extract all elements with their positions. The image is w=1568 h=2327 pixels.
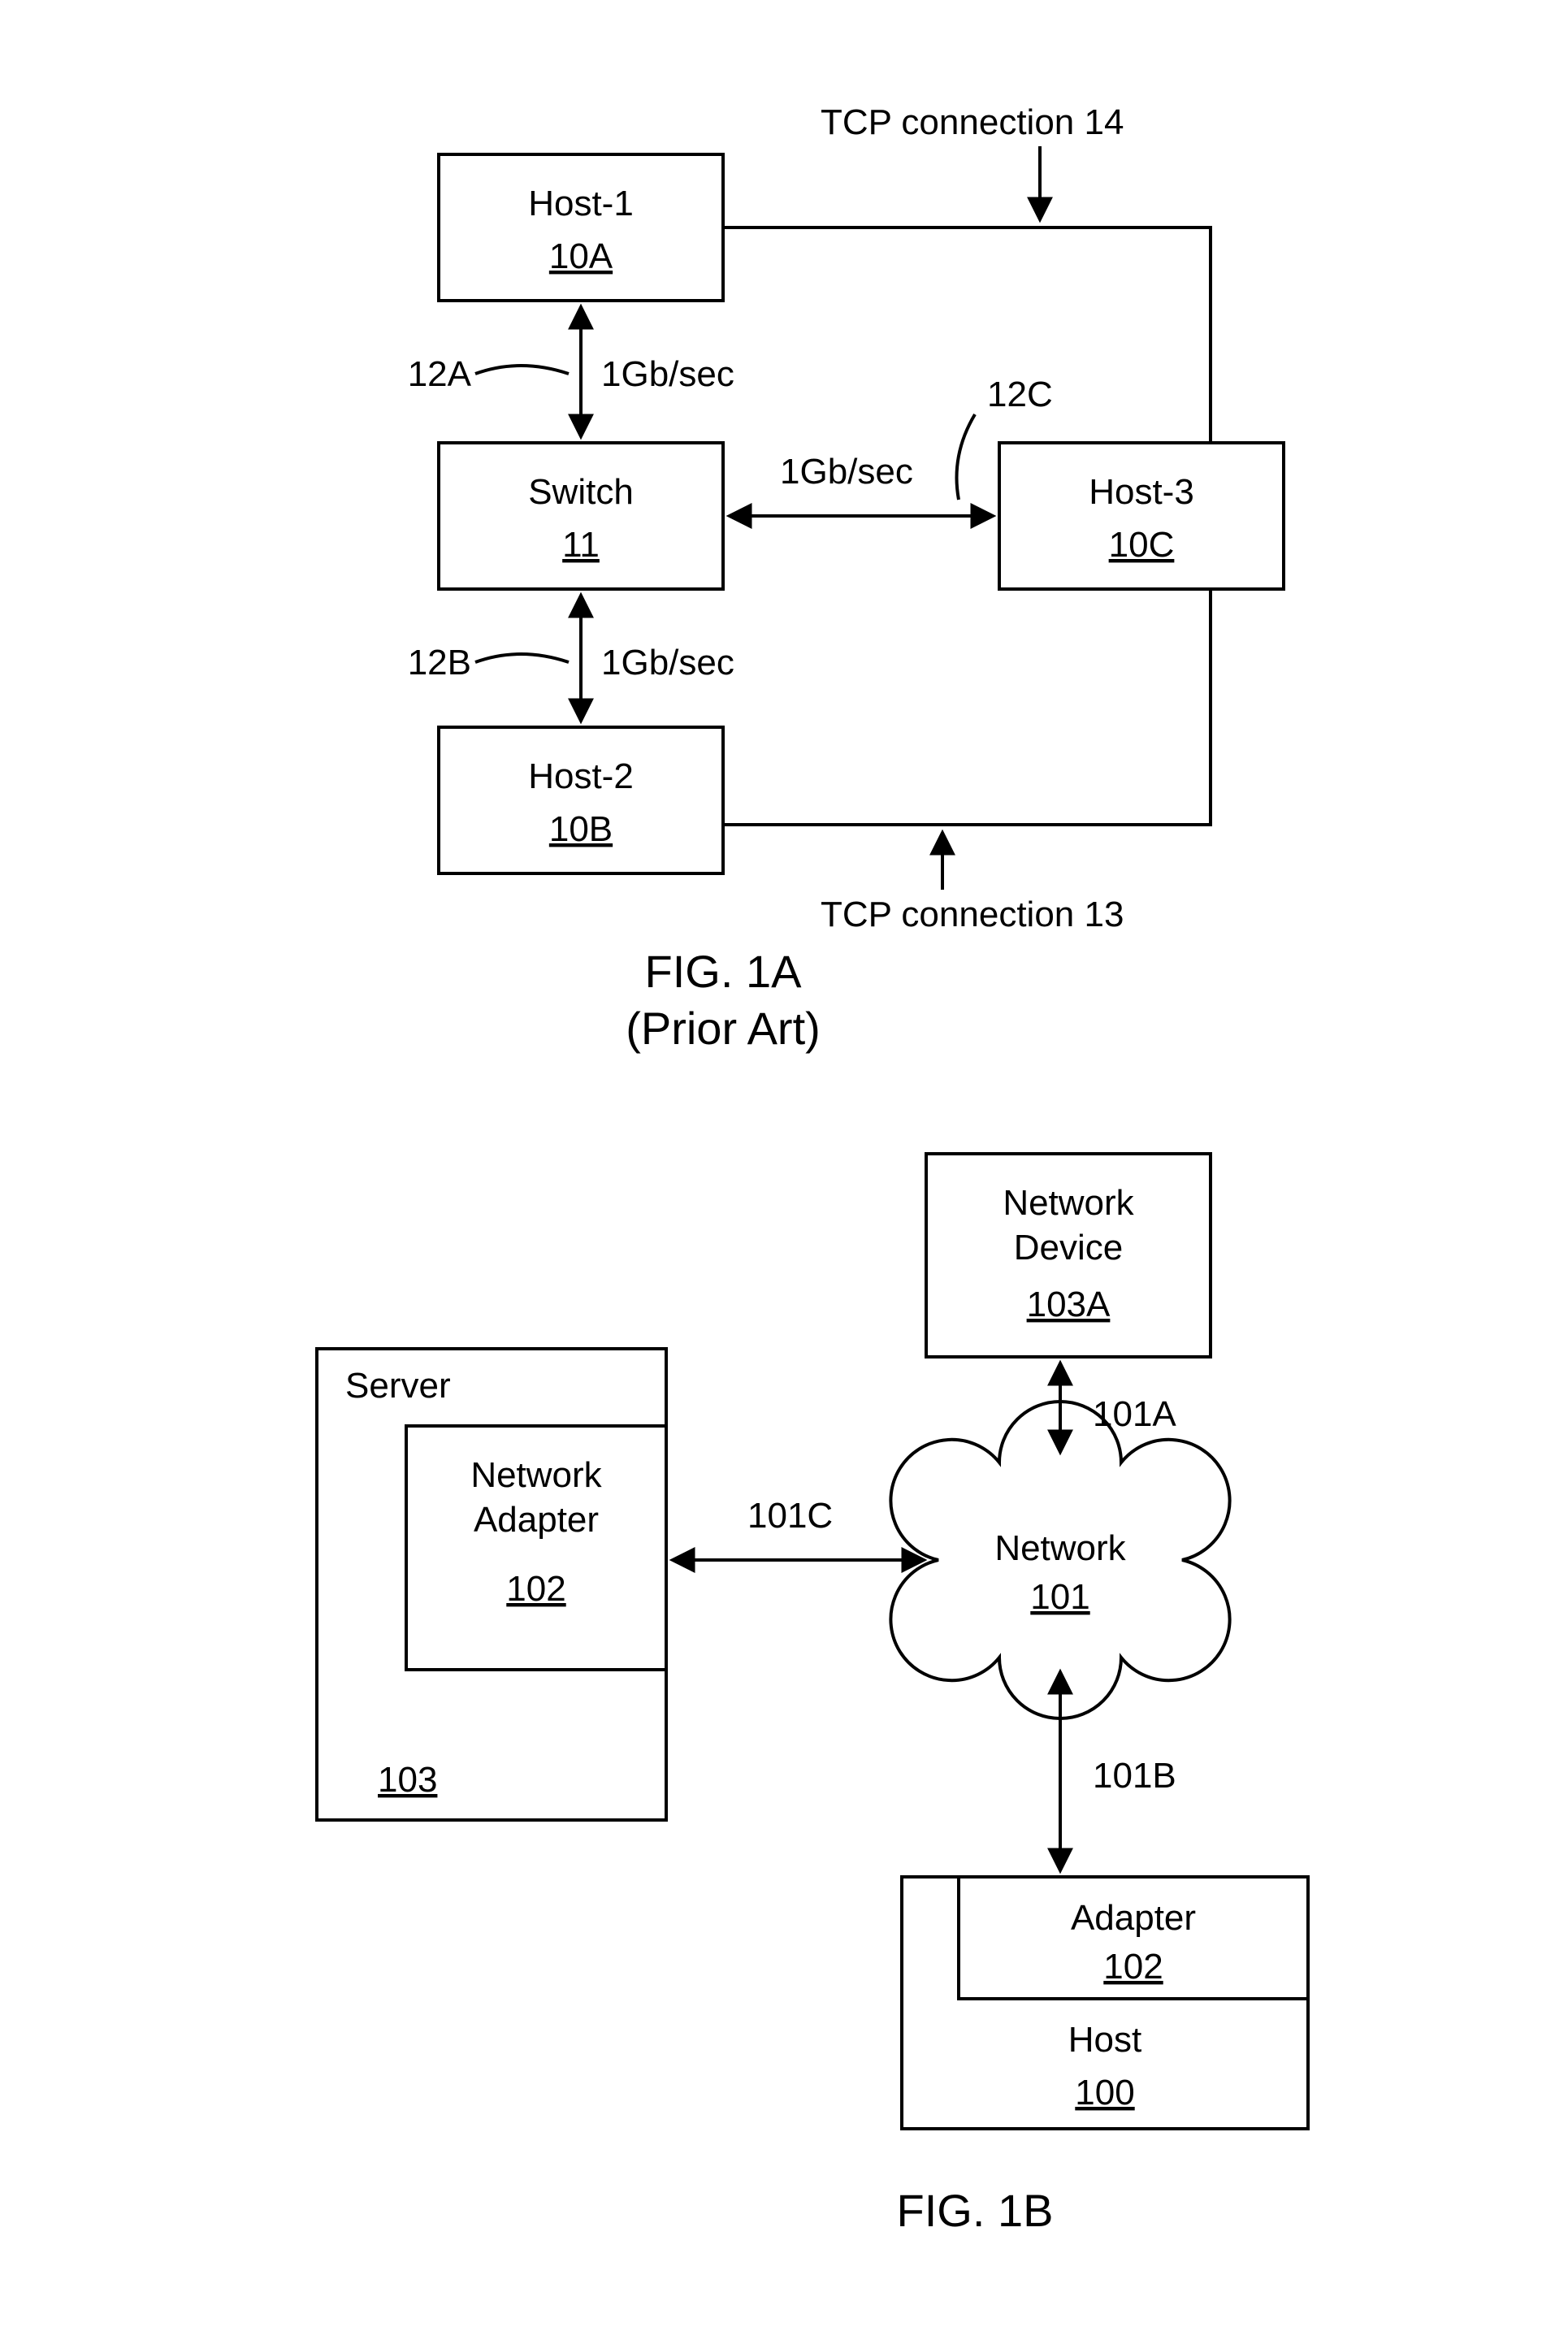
switch-box: Switch 11 [439, 443, 723, 589]
fig1b-caption: FIG. 1B [897, 2185, 1054, 2236]
host3-box: Host-3 10C [999, 443, 1284, 589]
server-id: 103 [378, 1760, 437, 1800]
fig-1a: Host-1 10A Switch 11 Host-2 10B Host-3 1… [408, 102, 1284, 1054]
rate-12c: 1Gb/sec [780, 452, 913, 492]
label-101a: 101A [1093, 1394, 1176, 1434]
rate-12b: 1Gb/sec [601, 643, 734, 682]
connector-12c [957, 414, 976, 500]
netadapter-id: 102 [506, 1569, 565, 1609]
diagram-canvas: Host-1 10A Switch 11 Host-2 10B Host-3 1… [0, 0, 1568, 2327]
host1-id: 10A [549, 236, 613, 276]
adapter-name: Adapter [1071, 1898, 1196, 1938]
host1-name: Host-1 [528, 184, 634, 223]
label-12a: 12A [408, 354, 472, 394]
tcp-13-path [723, 589, 1211, 825]
tcp14-label: TCP connection 14 [821, 102, 1124, 142]
switch-id: 11 [562, 525, 600, 565]
fig1a-caption-line1: FIG. 1A [645, 946, 803, 997]
netdevice-line1: Network [1003, 1183, 1134, 1223]
rate-12a: 1Gb/sec [601, 354, 734, 394]
server-name: Server [345, 1366, 451, 1406]
label-12b: 12B [408, 643, 471, 682]
fig1a-caption-line2: (Prior Art) [626, 1003, 821, 1054]
label-12c: 12C [987, 375, 1053, 414]
host-id: 100 [1075, 2073, 1134, 2112]
host-name: Host [1068, 2020, 1141, 2060]
fig-1b: Network Device 103A Server 103 Network A… [317, 1154, 1308, 2236]
host2-id: 10B [549, 809, 613, 849]
host3-name: Host-3 [1089, 472, 1194, 512]
host2-name: Host-2 [528, 756, 634, 796]
tcp13-label: TCP connection 13 [821, 895, 1124, 934]
connector-12a [475, 366, 569, 374]
switch-name: Switch [528, 472, 634, 512]
netadapter-line2: Adapter [474, 1500, 599, 1540]
network-id: 101 [1030, 1577, 1089, 1617]
tcp-14-path [723, 228, 1211, 443]
network-name: Network [994, 1528, 1126, 1568]
host1-box: Host-1 10A [439, 154, 723, 301]
label-101b: 101B [1093, 1756, 1176, 1796]
label-101c: 101C [747, 1496, 833, 1536]
netdevice-id: 103A [1027, 1285, 1111, 1324]
host-box: Adapter 102 Host 100 [902, 1877, 1308, 2129]
host2-box: Host-2 10B [439, 727, 723, 873]
netadapter-line1: Network [470, 1455, 602, 1495]
netdevice-line2: Device [1014, 1228, 1124, 1268]
network-device-box: Network Device 103A [926, 1154, 1211, 1357]
host3-id: 10C [1109, 525, 1175, 565]
adapter-id: 102 [1103, 1947, 1163, 1987]
server-box: Server 103 Network Adapter 102 [317, 1349, 666, 1820]
connector-12b [475, 654, 569, 662]
